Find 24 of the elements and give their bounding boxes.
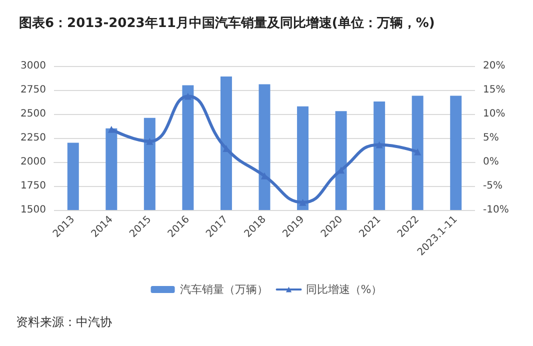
y2-tick-label: 10%	[483, 108, 506, 120]
point	[146, 138, 154, 145]
legend-label: 同比增速（%）	[306, 283, 382, 296]
y-tick-label: 3000	[20, 60, 46, 72]
point	[299, 198, 306, 206]
y-tick-label: 2250	[20, 132, 46, 144]
y-tick-label: 2000	[20, 156, 46, 168]
point	[184, 92, 192, 100]
point	[108, 126, 115, 133]
point	[414, 148, 422, 156]
y2-tick-label: -10%	[483, 204, 509, 216]
y2-tick-label: 5%	[483, 132, 499, 144]
point	[376, 141, 383, 148]
y-tick-label: 1500	[20, 204, 46, 216]
y2-tick-label: 20%	[483, 60, 506, 72]
y2-tick-label: -5%	[483, 180, 502, 192]
y2-tick-label: 0%	[483, 156, 499, 168]
legend-label: 汽车销量（万辆）	[180, 283, 268, 296]
y-tick-label: 2750	[20, 84, 46, 96]
y-tick-label: 1750	[20, 180, 46, 192]
y-tick-label: 2500	[20, 108, 46, 120]
y2-tick-label: 15%	[483, 84, 506, 96]
chart-title: 图表6：2013-2023年11月中国汽车销量及同比增速(单位：万辆，%)	[19, 15, 435, 31]
text: 资料来源：中汽协	[16, 315, 112, 329]
